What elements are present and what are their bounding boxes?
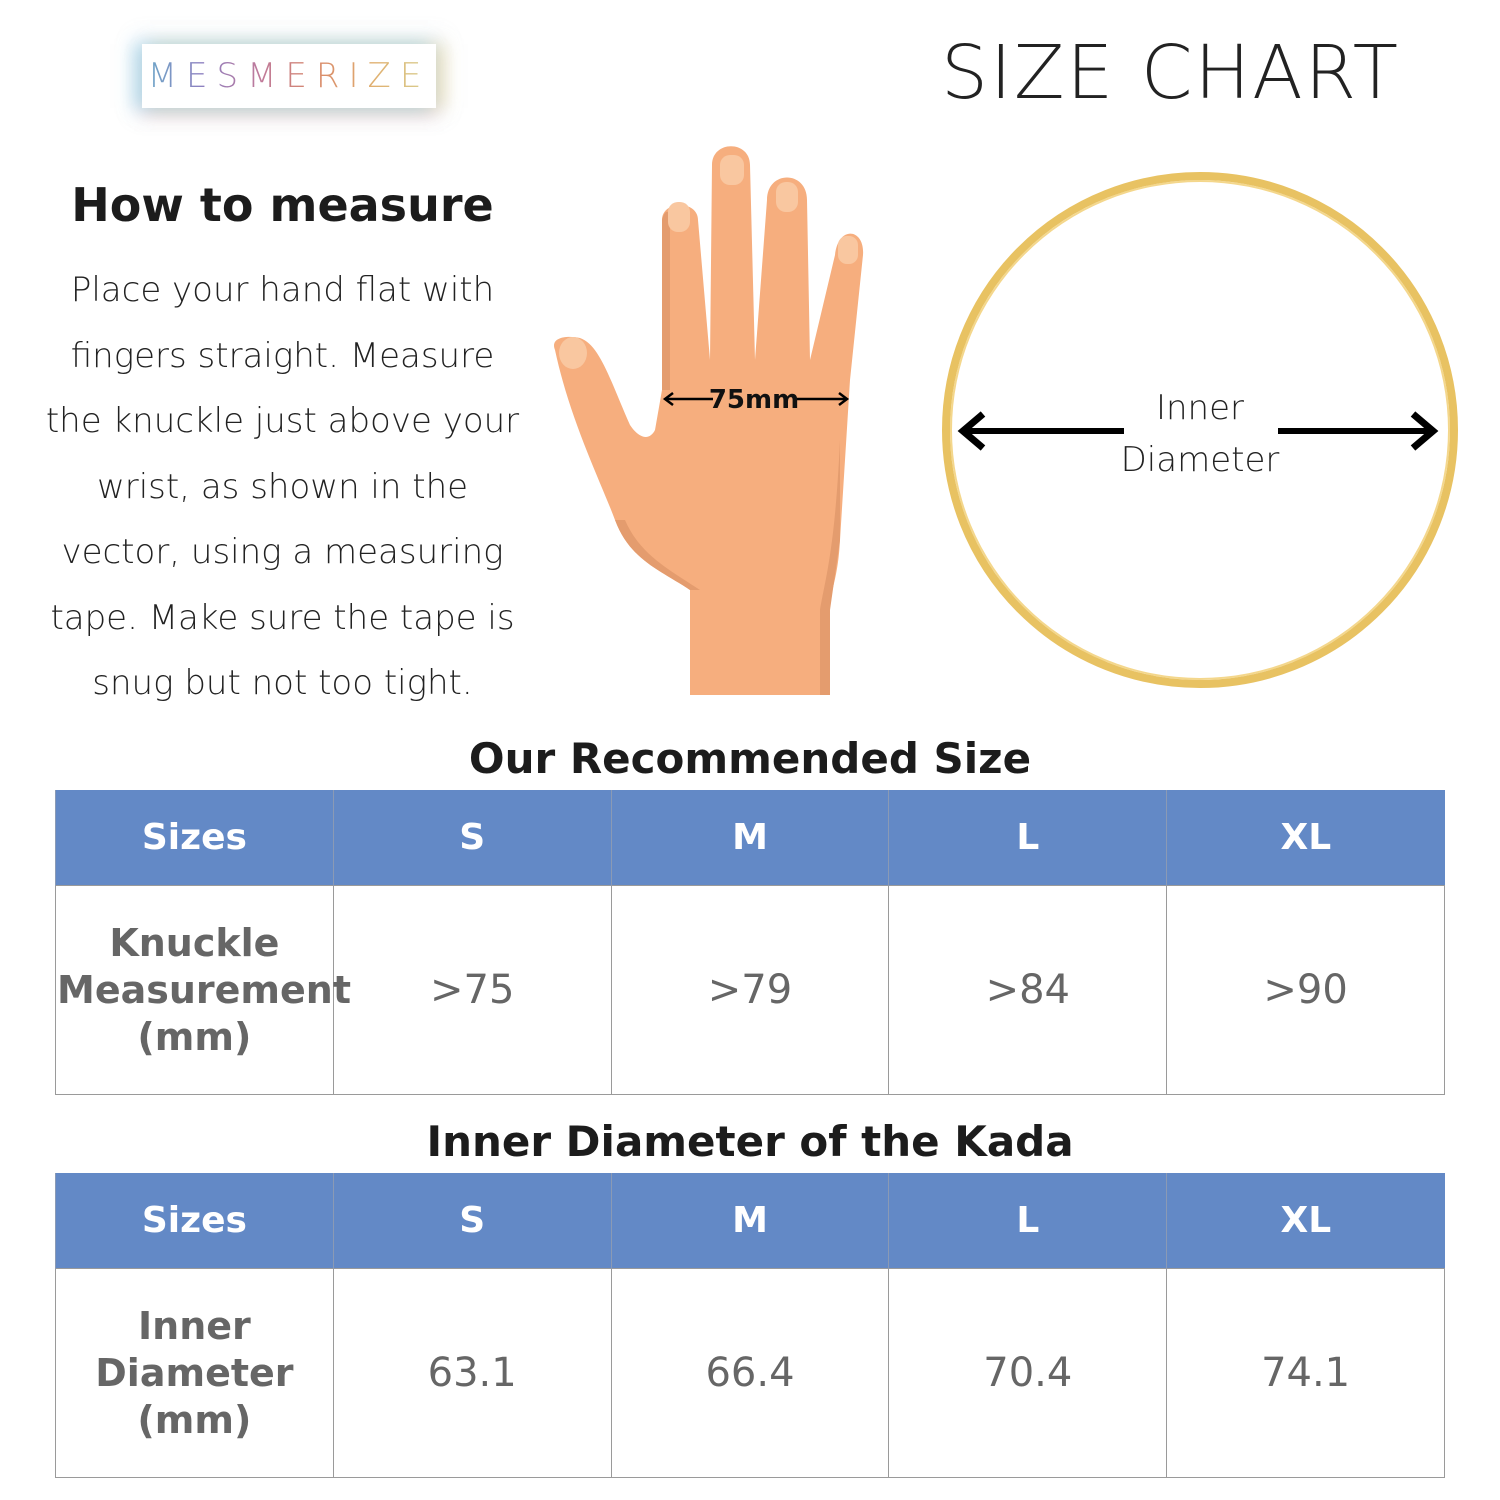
header-cell: XL [1166, 1173, 1445, 1269]
row-label: Knuckle Measurement (mm) [55, 885, 351, 1095]
cell: >79 [610, 885, 890, 1095]
howto-heading: How to measure [71, 178, 494, 232]
table-header-row: Sizes S M L XL [55, 790, 1445, 886]
table1-title: Our Recommended Size [468, 734, 1032, 783]
hand-illustration: 75mm [554, 146, 864, 695]
cell: >75 [332, 885, 612, 1095]
howto-text: Place your hand flat with fingers straig… [45, 270, 520, 703]
header-cell: L [888, 1173, 1167, 1269]
header-cell: M [610, 1173, 889, 1269]
diameter-arrow-right [1278, 428, 1430, 434]
arrow-heads [957, 411, 1439, 451]
brand-logo: MESMERIZE [142, 44, 436, 108]
cell: 63.1 [332, 1268, 612, 1478]
cell: >90 [1166, 885, 1445, 1095]
table-row: Inner Diameter (mm) 63.1 66.4 70.4 74.1 [55, 1268, 1445, 1478]
cell: 74.1 [1166, 1268, 1445, 1478]
inner-diameter-table: Sizes S M L XL Inner Diameter (mm) 63.1 66… [55, 1173, 1445, 1478]
diameter-arrow-left [968, 428, 1124, 434]
row-label: Inner Diameter (mm) [55, 1268, 334, 1478]
table2-title: Inner Diameter of the Kada [426, 1117, 1074, 1166]
header-cell: S [332, 790, 612, 886]
cell: >84 [888, 885, 1168, 1095]
table-header-row: Sizes S M L XL [55, 1173, 1445, 1269]
ring-label: Inner Diameter [1120, 388, 1280, 480]
header-cell: Sizes [55, 1173, 334, 1269]
table-row: Knuckle Measurement (mm) >75 >79 >84 >90 [55, 885, 1445, 1095]
recommended-size-table: Sizes S M L XL Knuckle Measurement (mm) >7… [55, 790, 1445, 1095]
kada-ring-illustration [942, 172, 1458, 688]
measure-label: 75mm [709, 385, 799, 415]
header-cell: S [332, 1173, 612, 1269]
cell: 66.4 [610, 1268, 890, 1478]
header-cell: Sizes [55, 790, 334, 886]
logo-text: MESMERIZE [147, 56, 431, 96]
header-cell: M [610, 790, 889, 886]
header-cell: XL [1166, 790, 1445, 886]
cell: 70.4 [888, 1268, 1168, 1478]
header-cell: L [888, 790, 1167, 886]
page-title: SIZE CHART [941, 30, 1400, 116]
